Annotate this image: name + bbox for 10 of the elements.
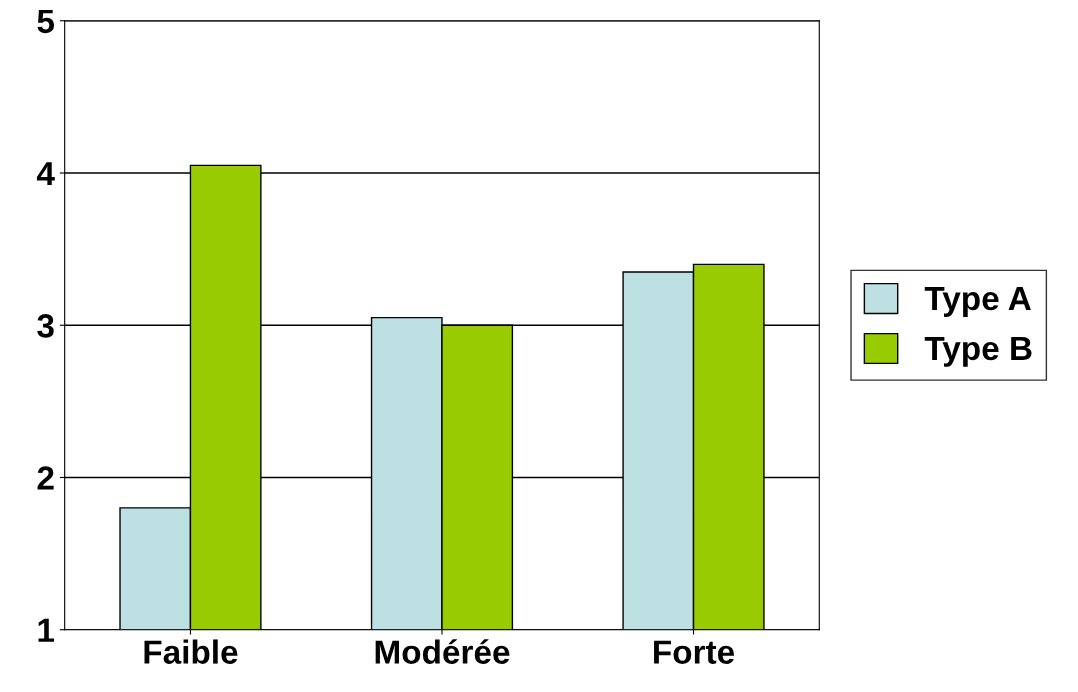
- y-tick-label: 2: [37, 466, 54, 490]
- x-tick-label: Modérée: [375, 639, 510, 664]
- legend-label: Type B: [924, 336, 1032, 367]
- y-tick-label: 4: [36, 162, 55, 186]
- x-tick-label: Faible: [144, 639, 238, 664]
- y-tick-label: 3: [37, 314, 54, 338]
- x-tick-label: Forte: [654, 640, 735, 664]
- legend-label: Type A: [924, 287, 1031, 317]
- y-tick-label: 5: [37, 9, 55, 34]
- y-tick-label: 1: [38, 618, 55, 642]
